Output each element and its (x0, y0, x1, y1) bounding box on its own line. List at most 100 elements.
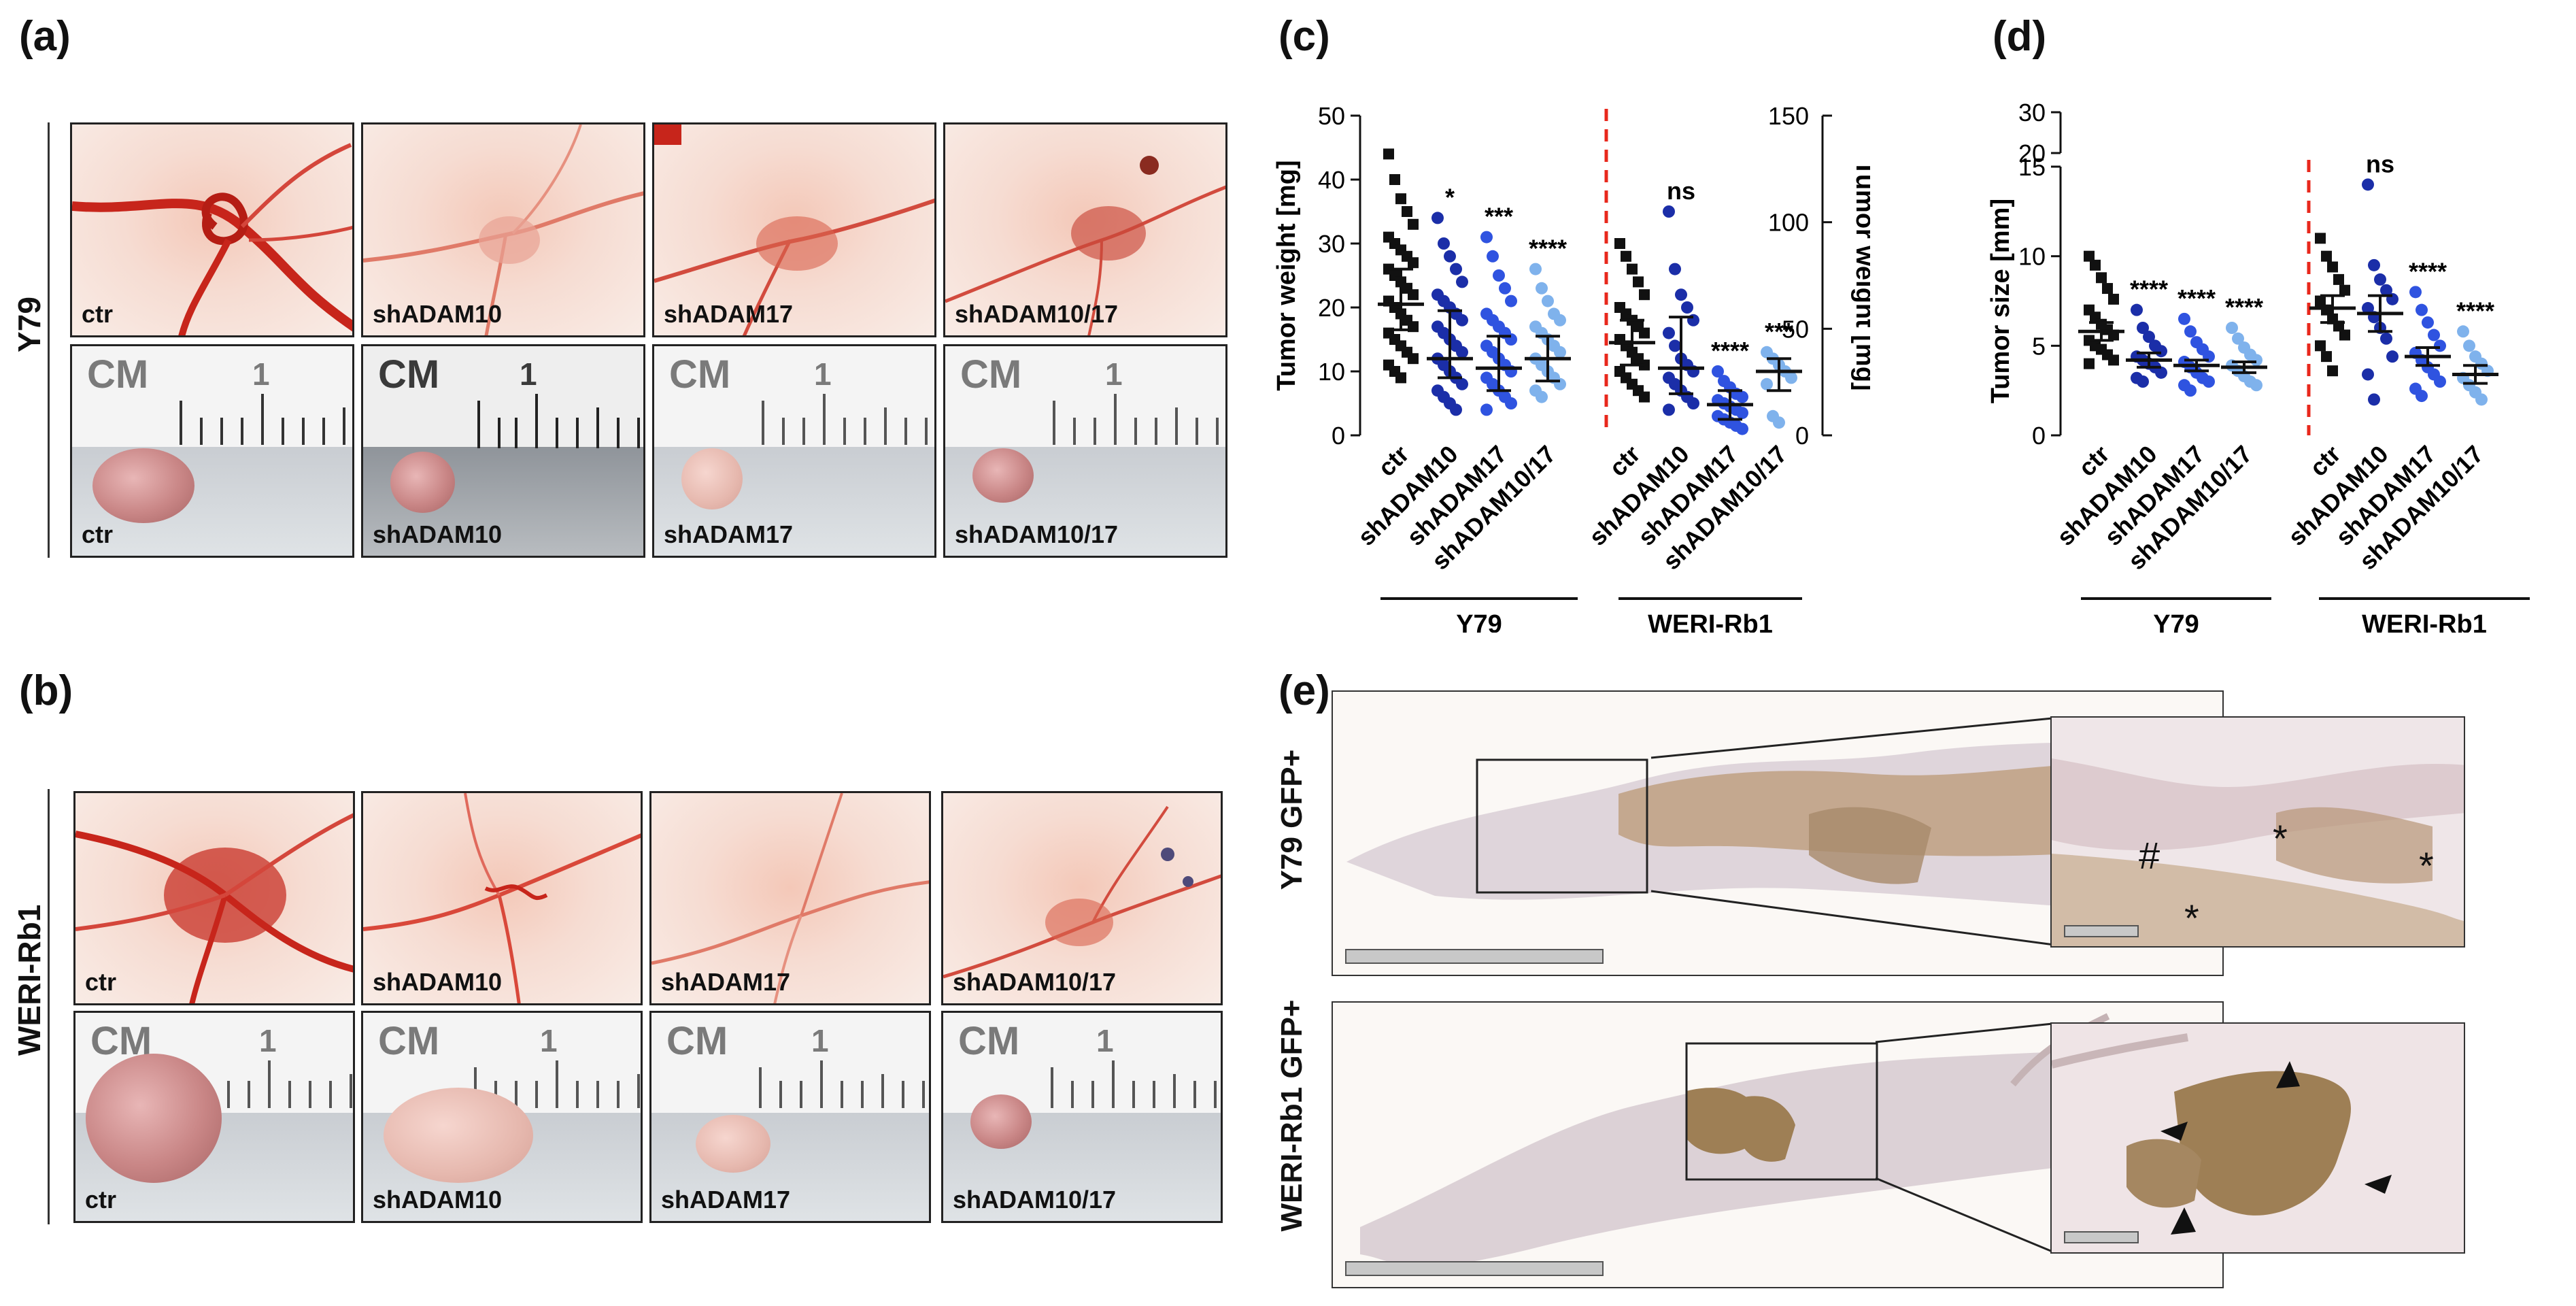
data-point (2339, 329, 2350, 341)
data-point (1536, 390, 1548, 403)
data-point (2422, 316, 2434, 329)
data-point (1639, 391, 1650, 403)
tissue-section-image (1346, 733, 2217, 916)
arrowhead-icon (2171, 1207, 2196, 1235)
photo-label: shADAM10 (373, 520, 503, 548)
data-point (2226, 322, 2238, 334)
data-point (2374, 273, 2386, 286)
vessel-image (75, 813, 353, 1003)
group-label: WERI-Rb1 (1648, 610, 1773, 633)
photo-label: shADAM10 (373, 968, 503, 996)
data-point (2321, 351, 2332, 363)
photo-b-ctr-cam: ctr (73, 791, 355, 1005)
photo-label: shADAM10/17 (955, 520, 1119, 548)
data-point (1554, 314, 1566, 326)
data-point (1402, 206, 1412, 217)
y-tick-label: 15 (2018, 153, 2046, 181)
star-marker-3: * (2184, 897, 2199, 939)
photo-b-shadam10-cam: shADAM10 (361, 791, 643, 1005)
tissue-zoom-image (2052, 718, 2464, 946)
data-point (1456, 275, 1468, 288)
y-axis-label: Tumor size [mm] (1986, 199, 2015, 403)
vessel-image (363, 793, 641, 1003)
data-point (2380, 332, 2392, 345)
data-point (1456, 378, 1468, 390)
scale-bar (2064, 1231, 2139, 1243)
vessel-image (945, 156, 1225, 335)
significance-label: **** (1711, 337, 1749, 365)
data-point (1712, 365, 1724, 378)
data-point (1675, 288, 1687, 301)
tumor-image (390, 452, 455, 513)
data-point (2250, 354, 2263, 367)
data-point (1542, 295, 1554, 307)
ruler-cm-text: CM (958, 1019, 1020, 1063)
y-tick-label: 10 (2018, 243, 2046, 271)
vessel-image (72, 143, 352, 335)
data-point (2321, 250, 2332, 262)
data-point (1480, 231, 1493, 244)
photo-a-shadam1017-ruler: CM 1 shADAM10/17 (943, 344, 1227, 558)
data-point (1493, 269, 1505, 282)
data-point (2386, 350, 2399, 363)
data-point (1505, 295, 1517, 307)
y-tick-label: 30 (2018, 99, 2046, 127)
y-axis-right-label: Tumor weight [mg] (1850, 160, 1870, 390)
data-point (1736, 422, 1748, 435)
data-point (1499, 282, 1511, 295)
group-label: Y79 (2153, 610, 2199, 633)
data-point (2184, 384, 2197, 397)
data-point (1395, 372, 1406, 384)
significance-label: **** (2456, 297, 2494, 324)
ruler-ticks (762, 394, 928, 445)
photo-b-shadam1017-cam: shADAM10/17 (941, 791, 1223, 1005)
significance-label: **** (1529, 235, 1567, 263)
photo-b-shadam17-cam: shADAM17 (649, 791, 931, 1005)
data-point (2368, 258, 2380, 271)
data-point (2333, 273, 2344, 285)
data-point (1536, 282, 1548, 295)
data-point (1773, 416, 1785, 429)
photo-label: shADAM10 (373, 300, 503, 328)
zoom-lines-top (1650, 716, 2059, 947)
photo-b-shadam17-ruler: CM 1 shADAM17 (649, 1011, 931, 1223)
photo-label: shADAM10/17 (953, 1186, 1117, 1213)
photo-label: ctr (82, 300, 114, 328)
data-point (2178, 312, 2190, 325)
vessel-image (363, 124, 643, 335)
tumor-image (86, 1054, 222, 1183)
data-point (2315, 295, 2326, 307)
data-point (2380, 284, 2392, 297)
data-point (1663, 403, 1675, 416)
data-point (1669, 339, 1681, 352)
data-point (1438, 237, 1450, 250)
data-point (2463, 339, 2475, 352)
vessel-image (651, 793, 929, 1003)
photo-label: shADAM10 (373, 1186, 503, 1213)
ruler-one-text: 1 (811, 1023, 829, 1058)
arrowhead-icons (2160, 1061, 2392, 1235)
significance-label: **** (2409, 257, 2447, 285)
y-tick-label: 10 (1318, 358, 1345, 386)
data-point (2084, 358, 2095, 369)
arrowhead-icon (2160, 1122, 2188, 1141)
data-point (1529, 263, 1542, 275)
y-tick-label: 40 (1318, 166, 1345, 194)
row-bracket-b (48, 789, 50, 1224)
data-point (1785, 371, 1797, 384)
y-tick-label: 20 (1318, 294, 1345, 322)
photo-b-ctr-ruler: CM 1 ctr (73, 1011, 355, 1223)
data-point (2339, 284, 2350, 296)
photo-b-shadam1017-ruler: CM 1 shADAM10/17 (941, 1011, 1223, 1223)
tumor-image (92, 448, 194, 523)
data-point (2250, 379, 2263, 392)
photo-label: shADAM10/17 (953, 968, 1117, 996)
photo-a-ctr-ruler: CM 1 ctr (70, 344, 354, 558)
data-point (1736, 407, 1748, 420)
photo-label: ctr (82, 520, 114, 548)
photo-label: shADAM17 (661, 968, 791, 996)
photo-a-shadam1017-cam: shADAM10/17 (943, 122, 1227, 337)
photo-a-ctr-cam: ctr (70, 122, 354, 337)
ruler-ticks (759, 1060, 925, 1108)
significance-label: *** (1485, 203, 1513, 231)
